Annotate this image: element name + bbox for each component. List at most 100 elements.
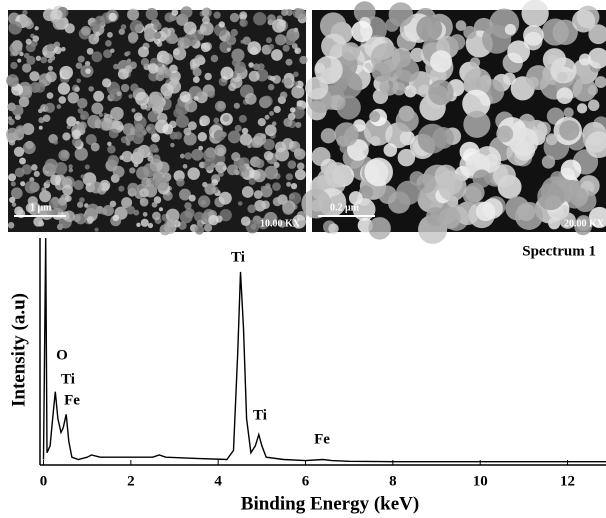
particle bbox=[39, 126, 43, 130]
x-tick-label: 8 bbox=[389, 473, 397, 489]
particle bbox=[208, 215, 219, 226]
particle bbox=[130, 84, 138, 92]
particle bbox=[121, 151, 132, 162]
particle bbox=[47, 92, 54, 99]
particle bbox=[351, 21, 372, 42]
peak-label: Ti bbox=[253, 407, 267, 423]
particle bbox=[152, 202, 158, 208]
particle bbox=[269, 44, 275, 50]
particle bbox=[505, 24, 516, 35]
particle bbox=[91, 143, 100, 152]
particle bbox=[103, 205, 114, 216]
particle bbox=[110, 49, 114, 53]
particle bbox=[101, 119, 112, 130]
particle bbox=[62, 185, 73, 196]
particle bbox=[301, 189, 331, 219]
particle bbox=[272, 19, 286, 33]
particle bbox=[134, 162, 139, 167]
particle bbox=[152, 212, 161, 221]
particle bbox=[147, 156, 153, 162]
particle bbox=[239, 19, 247, 27]
particle bbox=[280, 92, 287, 99]
particle bbox=[223, 115, 230, 122]
particle bbox=[74, 180, 84, 190]
particle bbox=[291, 183, 297, 189]
particle bbox=[131, 108, 135, 112]
particle bbox=[242, 128, 248, 134]
particle bbox=[171, 9, 178, 16]
particle bbox=[87, 216, 94, 223]
particle bbox=[8, 173, 16, 181]
peak-label: Ti bbox=[61, 371, 75, 387]
particle bbox=[328, 223, 338, 233]
particle bbox=[157, 162, 170, 175]
particle bbox=[430, 50, 452, 72]
particle bbox=[125, 65, 133, 73]
particle bbox=[416, 16, 442, 42]
x-tick-label: 0 bbox=[40, 473, 48, 489]
particle bbox=[166, 219, 175, 228]
particle bbox=[240, 133, 252, 145]
particle bbox=[537, 183, 564, 210]
particle bbox=[62, 132, 70, 140]
particle bbox=[148, 223, 153, 228]
particle bbox=[134, 123, 143, 132]
particle bbox=[261, 96, 272, 107]
particle bbox=[370, 136, 380, 146]
chart-title: Spectrum 1 bbox=[522, 243, 596, 259]
particle bbox=[268, 84, 274, 90]
particle bbox=[265, 124, 277, 136]
particle bbox=[341, 42, 360, 61]
particle bbox=[295, 122, 301, 128]
particle bbox=[282, 203, 294, 215]
particle bbox=[121, 24, 127, 30]
particle bbox=[157, 113, 167, 123]
particle bbox=[53, 18, 65, 30]
particle bbox=[58, 83, 70, 95]
peak-label: Ti bbox=[231, 249, 245, 265]
particle bbox=[46, 180, 51, 185]
particle bbox=[286, 173, 293, 180]
magnification: 10.00 KX bbox=[260, 218, 301, 229]
particle bbox=[195, 225, 204, 234]
particle bbox=[162, 69, 171, 78]
particle bbox=[281, 9, 288, 16]
particle bbox=[214, 144, 226, 156]
particle bbox=[334, 122, 358, 146]
particle bbox=[14, 147, 24, 157]
particle bbox=[9, 42, 22, 55]
particle bbox=[76, 78, 81, 83]
particle bbox=[202, 16, 210, 24]
scale-label: 0.2 μm bbox=[330, 202, 360, 213]
particle bbox=[202, 118, 208, 124]
particle bbox=[226, 35, 236, 45]
particle bbox=[113, 64, 119, 70]
particle bbox=[159, 207, 163, 211]
particle bbox=[45, 103, 55, 113]
particle bbox=[588, 100, 600, 112]
particle bbox=[384, 143, 398, 157]
peak-label: O bbox=[56, 347, 68, 363]
particle bbox=[290, 107, 296, 113]
particle bbox=[238, 201, 243, 206]
particle bbox=[274, 106, 281, 113]
particle bbox=[41, 187, 46, 192]
particle bbox=[515, 202, 543, 230]
particle bbox=[80, 115, 85, 120]
particle bbox=[561, 159, 582, 180]
particle bbox=[203, 159, 215, 171]
particle bbox=[247, 205, 256, 214]
particle bbox=[180, 91, 191, 102]
particle bbox=[19, 158, 26, 165]
particle bbox=[58, 96, 66, 104]
particle bbox=[133, 147, 145, 159]
particle bbox=[160, 27, 171, 38]
particle bbox=[123, 123, 135, 135]
particle bbox=[473, 169, 491, 187]
particle bbox=[61, 150, 69, 158]
particle bbox=[162, 53, 173, 64]
particle bbox=[193, 76, 200, 83]
particle bbox=[127, 183, 138, 194]
particle bbox=[231, 29, 238, 36]
particle bbox=[78, 121, 87, 130]
